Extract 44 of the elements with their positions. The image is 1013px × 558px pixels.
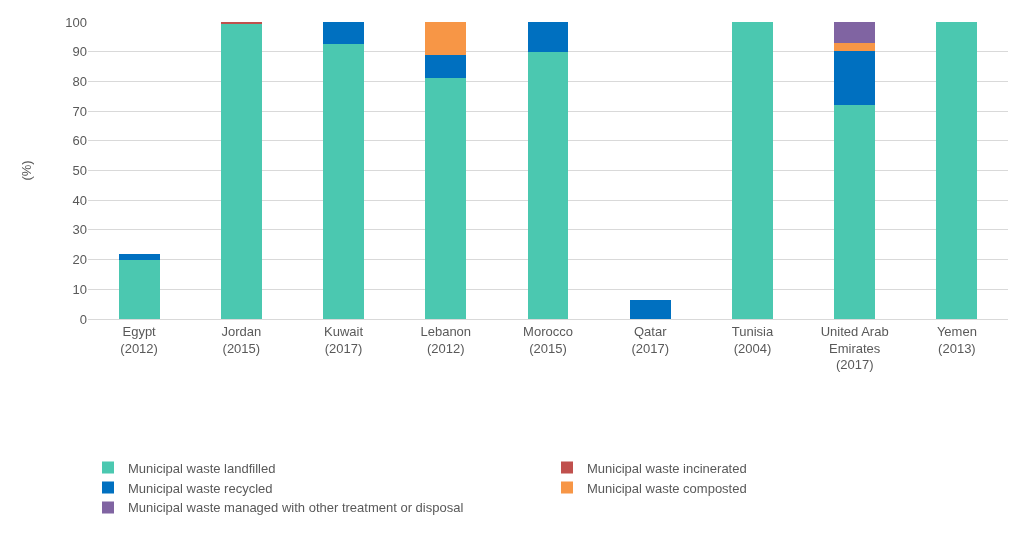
bar [834,22,876,43]
legend-label: Municipal waste recycled [128,480,273,496]
legend-label: Municipal waste incinerated [587,460,747,476]
y-tick-label: 10 [72,281,87,297]
bar [220,24,262,319]
x-tick-label: Lebanon (2012) [420,323,472,356]
bar [118,253,160,260]
y-tick-label: 0 [79,311,87,327]
y-tick-label: 70 [72,103,87,119]
bar [425,78,467,319]
legend-label: Municipal waste composted [587,480,747,496]
x-tick-label: Kuwait (2017) [324,323,364,356]
bar [527,51,569,319]
bar [220,22,262,25]
bar [323,22,364,44]
bar [834,105,876,319]
bar [629,299,671,319]
legend-label: Municipal waste managed with other treatment or disposal [128,500,464,516]
x-tick-label: Tunisia (2004) [731,323,774,356]
bar [936,22,978,319]
x-tick-label: Egypt (2012) [120,323,158,356]
x-tick-label: Qatar (2017) [631,323,670,356]
bar [834,42,876,52]
bar [732,22,773,319]
y-tick-label: 60 [72,133,87,149]
x-tick-label: United Arab Emirates (2017) [820,323,889,373]
legend-label: Municipal waste landfilled [128,460,276,476]
bar [834,51,876,106]
y-tick-label: 100 [65,14,87,30]
y-tick-label: 90 [72,44,87,60]
x-tick-label: Morocco (2015) [523,323,573,356]
y-tick-label: 20 [72,252,87,268]
bar [527,22,569,52]
y-tick-label: 50 [72,163,87,179]
y-tick-label: 40 [72,192,87,208]
x-tick-label: Jordan (2015) [221,323,262,356]
bar [425,54,467,79]
bar [425,22,467,55]
y-tick-label: 80 [72,73,87,89]
bar [323,43,364,319]
y-tick-label: 30 [72,222,87,238]
y-axis-title: (%) [19,160,35,181]
x-tick-label: Yemen (2013) [936,323,977,356]
bar [118,259,160,319]
